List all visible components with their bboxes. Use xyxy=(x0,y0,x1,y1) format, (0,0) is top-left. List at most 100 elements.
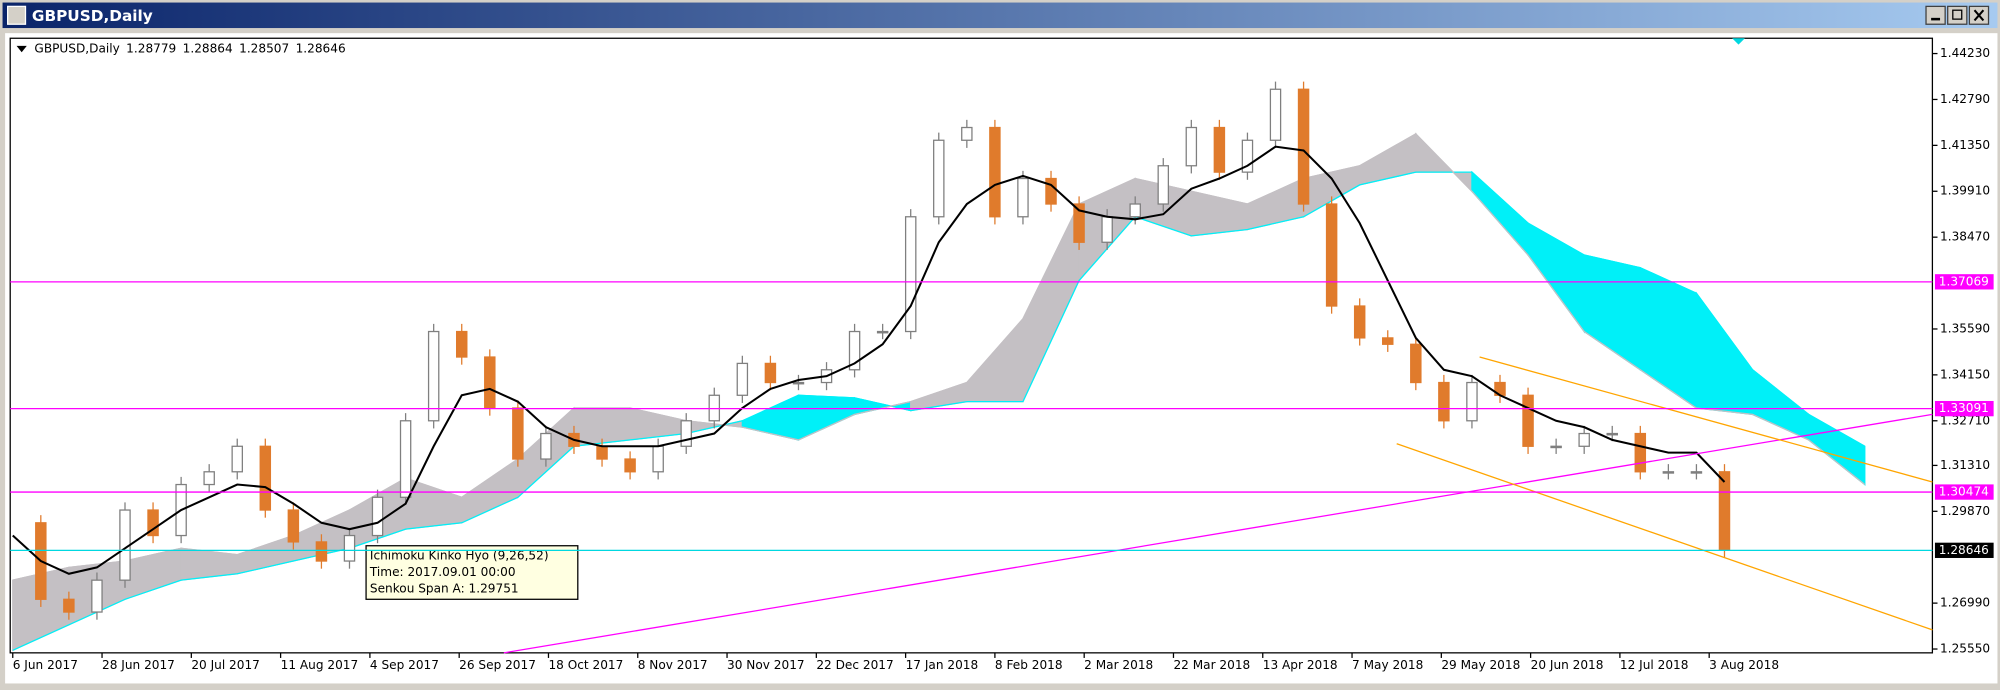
x-tick-label: 22 Mar 2018 xyxy=(1173,658,1250,672)
x-tick-label: 4 Sep 2017 xyxy=(370,658,439,672)
candle xyxy=(231,445,243,473)
channel-lower xyxy=(1396,443,1933,631)
tooltip-line: Time: 2017.09.01 00:00 xyxy=(369,565,516,579)
candle xyxy=(1269,88,1282,141)
candle xyxy=(1662,471,1675,474)
candle xyxy=(63,598,75,613)
candle xyxy=(512,407,524,460)
tooltip-line: Ichimoku Kinko Hyo (9,26,52) xyxy=(370,548,549,562)
tooltip-line: Senkou Span A: 1.29751 xyxy=(370,582,519,596)
x-tick-label: 11 Aug 2017 xyxy=(281,658,359,672)
level-label: 1.30474 xyxy=(1939,485,1989,499)
candle xyxy=(540,432,552,460)
plot xyxy=(12,81,1866,652)
maximize-button[interactable] xyxy=(1947,5,1968,25)
trend-line xyxy=(503,413,1933,654)
candle xyxy=(1213,126,1226,173)
x-tick-label: 13 Apr 2018 xyxy=(1263,658,1338,672)
x-tick-label: 2 Mar 2018 xyxy=(1084,658,1153,672)
y-tick-label: 1.32710 xyxy=(1940,413,1990,427)
level-label: 1.37069 xyxy=(1939,274,1989,288)
y-tick-label: 1.42790 xyxy=(1940,92,1990,106)
candle xyxy=(427,330,440,422)
candle xyxy=(680,420,692,447)
x-tick-label: 6 Jun 2017 xyxy=(13,658,78,672)
candle xyxy=(1185,126,1198,167)
moving-average xyxy=(12,145,1726,575)
y-tick-label: 1.38470 xyxy=(1940,230,1990,244)
candle xyxy=(455,330,468,358)
title-bar xyxy=(2,2,1998,29)
y-tick-label: 1.25550 xyxy=(1940,642,1990,656)
x-tick-label: 3 Aug 2018 xyxy=(1709,658,1779,672)
info-arrow xyxy=(16,45,27,53)
candle xyxy=(1606,432,1618,436)
candle xyxy=(399,420,412,498)
level-label: 1.28646 xyxy=(1939,543,1989,557)
candle xyxy=(343,534,356,562)
candle xyxy=(848,330,861,371)
maximize-glyph xyxy=(1952,9,1963,20)
window-buttons[interactable] xyxy=(1925,5,1990,25)
candle xyxy=(203,471,215,486)
y-tick-label: 1.41350 xyxy=(1940,138,1990,152)
level-label: 1.33091 xyxy=(1939,401,1989,415)
channel-upper xyxy=(1479,356,1933,483)
close-glyph xyxy=(1973,9,1985,22)
info-value: 1.28646 xyxy=(296,41,346,55)
candle xyxy=(736,362,749,396)
window-title: GBPUSD,Daily xyxy=(32,7,153,25)
window-icon xyxy=(7,5,27,25)
info-value: 1.28507 xyxy=(239,41,289,55)
x-tick-label: 20 Jul 2017 xyxy=(191,658,260,672)
candle xyxy=(1438,381,1450,422)
candle xyxy=(371,496,384,537)
candle xyxy=(315,541,328,562)
y-tick-label: 1.31310 xyxy=(1940,458,1990,472)
candle xyxy=(1129,203,1141,218)
candle xyxy=(652,445,664,473)
x-tick-label: 12 Jul 2018 xyxy=(1620,658,1689,672)
x-tick-label: 29 May 2018 xyxy=(1441,658,1520,672)
candle xyxy=(1522,394,1534,447)
candle xyxy=(961,126,973,141)
y-tick-label: 1.44230 xyxy=(1940,46,1990,60)
candle xyxy=(1325,203,1338,307)
candle xyxy=(596,445,608,460)
candle xyxy=(1297,88,1310,205)
candle xyxy=(1353,305,1366,339)
y-tick-label: 1.34150 xyxy=(1940,367,1990,381)
tooltip: Ichimoku Kinko Hyo (9,26,52) Time: 2017.… xyxy=(365,545,579,600)
candle xyxy=(792,381,805,385)
level-label-box xyxy=(1934,400,1994,417)
candle xyxy=(933,139,945,218)
y-tick-label: 1.39910 xyxy=(1940,184,1990,198)
candle xyxy=(91,579,103,613)
x-tick-label: 17 Jan 2018 xyxy=(906,658,979,672)
candle xyxy=(1157,165,1170,205)
candle xyxy=(1634,432,1647,473)
candle xyxy=(1382,337,1394,345)
candle xyxy=(1466,381,1478,422)
x-tick-label: 20 Jun 2018 xyxy=(1531,658,1604,672)
level-label-box xyxy=(1934,274,1994,290)
y-tick-label: 1.26990 xyxy=(1940,596,1990,610)
cloud-marker xyxy=(1732,38,1745,45)
level-label-box xyxy=(1934,542,1994,558)
candle xyxy=(1718,471,1731,551)
x-tick-label: 18 Oct 2017 xyxy=(548,658,623,672)
info-value: 1.28779 xyxy=(126,41,176,55)
info-symbol: GBPUSD,Daily xyxy=(34,41,119,55)
candle xyxy=(147,509,159,537)
minimize-button[interactable] xyxy=(1925,5,1946,25)
candle xyxy=(1690,471,1703,474)
candle xyxy=(287,509,300,543)
x-tick-label: 30 Nov 2017 xyxy=(727,658,805,672)
y-tick-label: 1.29870 xyxy=(1940,504,1990,518)
level-label-box xyxy=(1934,484,1994,500)
y-tick-label: 1.35590 xyxy=(1940,321,1990,335)
x-tick-label: 7 May 2018 xyxy=(1352,658,1423,672)
candle xyxy=(1101,216,1113,243)
x-tick-label: 26 Sep 2017 xyxy=(459,658,536,672)
